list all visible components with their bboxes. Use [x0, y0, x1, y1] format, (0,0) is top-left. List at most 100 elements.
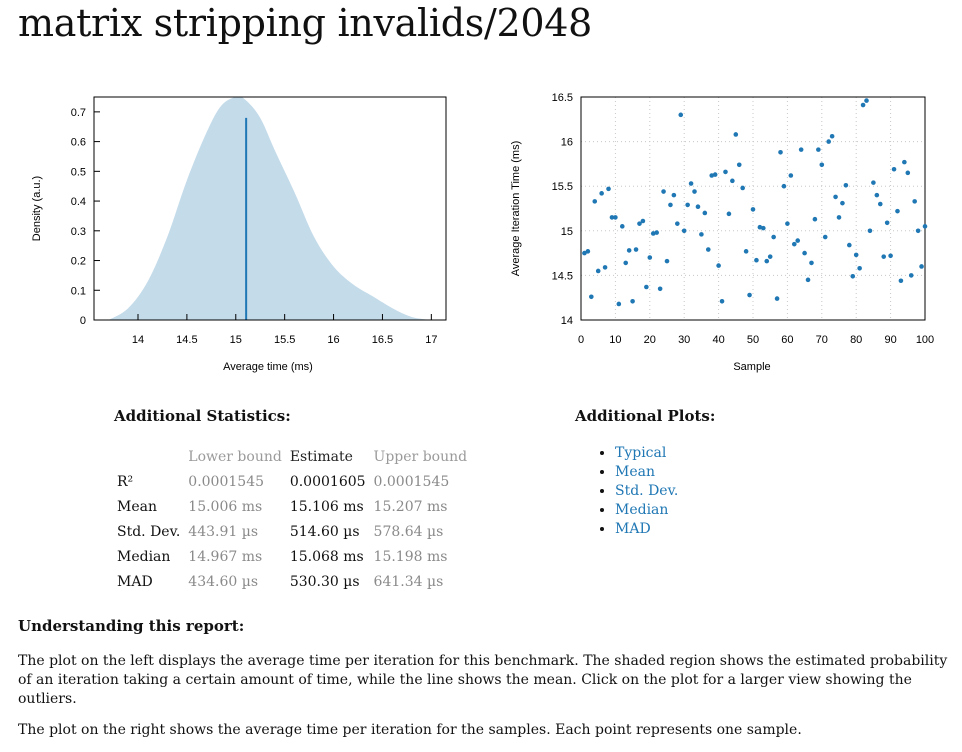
data-point — [891, 166, 897, 172]
data-point — [836, 215, 842, 220]
data-point — [616, 301, 622, 307]
data-point — [805, 277, 811, 283]
understanding-section: Understanding this report: The plot on t… — [18, 617, 948, 752]
additional-plots-list: Typical Mean Std. Dev. Median MAD — [600, 444, 678, 539]
y-tick-label: 15 — [561, 226, 573, 238]
understanding-paragraph-2: The plot on the right shows the average … — [18, 722, 802, 738]
data-point — [702, 210, 708, 216]
data-point — [922, 224, 928, 229]
x-axis-label: Sample — [733, 361, 770, 373]
data-point — [767, 254, 773, 259]
x-tick-label: 14 — [132, 334, 144, 346]
data-point — [761, 225, 766, 231]
stat-upper-bound: 578.64 µs — [373, 523, 444, 540]
x-tick-label: 16 — [327, 334, 339, 346]
x-tick-label: 10 — [609, 334, 621, 346]
understanding-title: Understanding this report: — [18, 617, 245, 635]
data-point — [602, 265, 608, 270]
typical-plot-link[interactable]: Typical — [615, 445, 667, 461]
scatter-plot-frame — [580, 96, 926, 321]
data-point — [712, 172, 718, 177]
x-tick-label: 80 — [850, 334, 862, 346]
data-point — [833, 194, 838, 200]
pdf-plot[interactable]: 0 0.1 0.2 0.3 0.4 0.5 0.6 0.7 14 14.5 15 15.5 16 16.5… — [20, 86, 460, 381]
stat-name: R² — [117, 473, 134, 490]
data-point — [898, 278, 904, 284]
std-dev-plot-link[interactable]: Std. Dev. — [615, 483, 679, 499]
x-tick-label: 70 — [816, 334, 828, 346]
pdf-plot-svg[interactable]: 0 0.1 0.2 0.3 0.4 0.5 0.6 0.7 14 14.5 15 15.5 16 16.5… — [20, 86, 460, 381]
data-point — [685, 202, 690, 208]
data-point — [647, 255, 653, 260]
data-point — [688, 181, 694, 186]
data-point — [826, 139, 831, 144]
data-point — [589, 294, 594, 300]
statistics-header-row: Lower bound Estimate Upper bound — [113, 444, 471, 469]
data-point — [609, 215, 615, 220]
header-upper-bound: Upper bound — [373, 448, 468, 465]
data-point — [764, 258, 770, 264]
data-point — [908, 273, 914, 278]
data-point — [902, 159, 907, 165]
data-point — [912, 199, 917, 204]
y-tick-label: 16 — [561, 137, 573, 149]
data-point — [695, 204, 701, 210]
scatter-plot[interactable]: 14 14.5 15 15.5 16 16.5 0 10 20 30 40 50 60 70 80 90 100… — [498, 86, 948, 381]
mean-plot-link[interactable]: Mean — [615, 464, 655, 480]
data-point — [840, 200, 845, 206]
stat-name: Median — [117, 548, 171, 565]
stat-estimate: 0.0001605 — [289, 473, 366, 490]
y-tick-label: 16.5 — [552, 92, 573, 104]
stat-lower-bound: 14.967 ms — [188, 548, 263, 565]
data-point — [699, 232, 704, 237]
page-title: matrix stripping invalids/2048 — [18, 1, 592, 45]
header-estimate: Estimate — [289, 448, 353, 465]
data-point — [754, 257, 759, 263]
x-tick-label: 100 — [916, 334, 934, 346]
x-tick-label: 16.5 — [372, 334, 393, 346]
data-point — [709, 173, 715, 178]
y-tick-label: 0.6 — [71, 137, 86, 149]
data-point — [668, 202, 673, 208]
mad-plot-link[interactable]: MAD — [615, 521, 651, 537]
data-point — [867, 228, 873, 234]
x-tick-label: 30 — [678, 334, 690, 346]
data-point — [630, 298, 635, 304]
header-empty — [113, 444, 184, 469]
data-point — [623, 260, 629, 266]
y-tick-label: 0 — [80, 315, 86, 327]
data-point — [719, 298, 725, 304]
data-point — [671, 192, 677, 198]
data-point — [675, 221, 680, 226]
data-point — [853, 252, 859, 258]
x-tick-label: 40 — [712, 334, 724, 346]
density-area — [108, 96, 432, 320]
x-tick-label: 15 — [230, 334, 242, 346]
data-point — [884, 220, 890, 226]
data-point — [599, 191, 604, 196]
data-point — [847, 242, 852, 248]
x-tick-label: 14.5 — [176, 334, 197, 346]
y-tick-label: 0.3 — [71, 226, 86, 238]
data-point — [654, 230, 659, 235]
data-point — [733, 132, 739, 137]
x-tick-label: 50 — [747, 334, 759, 346]
additional-plots-title: Additional Plots: — [575, 407, 716, 425]
data-point — [664, 258, 670, 264]
data-point — [740, 185, 745, 191]
stat-estimate: 530.30 µs — [289, 573, 360, 590]
y-tick-label: 0.4 — [71, 196, 86, 208]
data-point — [791, 241, 797, 247]
x-tick-label: 20 — [644, 334, 656, 346]
data-point — [860, 102, 866, 108]
data-point — [757, 224, 763, 230]
table-row: Mean 15.006 ms 15.106 ms 15.207 ms — [113, 494, 471, 519]
median-plot-link[interactable]: Median — [615, 502, 669, 518]
data-point — [661, 189, 666, 194]
scatter-plot-svg[interactable]: 14 14.5 15 15.5 16 16.5 0 10 20 30 40 50 60 70 80 90 100… — [498, 86, 948, 381]
data-point — [819, 162, 825, 168]
y-tick-label: 0.7 — [71, 107, 86, 119]
stat-estimate: 514.60 µs — [289, 523, 360, 540]
data-point — [809, 260, 814, 266]
data-point — [644, 284, 649, 290]
